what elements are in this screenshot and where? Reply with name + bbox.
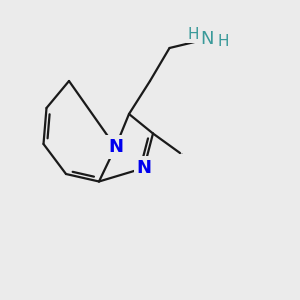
Text: N: N: [108, 138, 123, 156]
Text: H: H: [218, 34, 229, 50]
Text: H: H: [188, 27, 199, 42]
Text: N: N: [136, 159, 152, 177]
Text: methyl: methyl: [179, 152, 184, 154]
Text: N: N: [200, 30, 214, 48]
